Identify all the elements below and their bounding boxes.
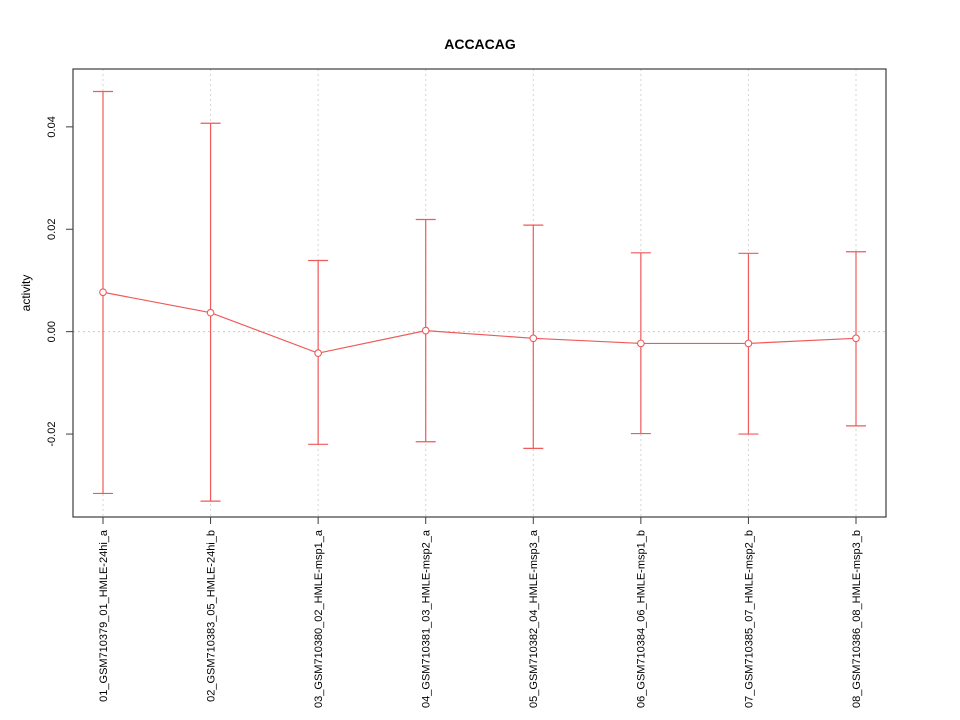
y-axis-label: activity xyxy=(19,275,33,312)
mean-line xyxy=(102,291,857,354)
y-tick-label: -0.02 xyxy=(46,422,58,447)
x-tick-label: 01_GSM710379_01_HMLE-24hi_a xyxy=(98,529,110,702)
mean-point xyxy=(206,308,215,317)
y-tick-label: 0.04 xyxy=(46,116,58,137)
plot-box xyxy=(72,68,887,518)
x-tick-label: 02_GSM710383_05_HMLE-24hi_b xyxy=(205,530,217,702)
mean-point xyxy=(744,339,753,348)
x-tick-label: 03_GSM710380_02_HMLE-msp1_a xyxy=(313,529,325,708)
mean-point xyxy=(314,349,322,358)
mean-point xyxy=(529,334,538,343)
mean-point xyxy=(421,326,430,335)
x-tick-label: 07_GSM710385_07_HMLE-msp2_b xyxy=(743,530,755,708)
y-tick-label: 0.00 xyxy=(46,321,58,342)
x-tick-label: 08_GSM710386_08_HMLE-msp3_b xyxy=(851,530,863,708)
mean-point xyxy=(852,334,860,343)
y-tick-label: 0.02 xyxy=(46,219,58,240)
x-tick-label: 06_GSM710384_06_HMLE-msp1_b xyxy=(636,530,648,708)
mean-point xyxy=(637,339,645,348)
mean-point xyxy=(99,288,107,297)
chart-title: ACCACAG xyxy=(444,36,516,52)
x-tick-label: 04_GSM710381_03_HMLE-msp2_a xyxy=(421,529,433,708)
x-tick-label: 05_GSM710382_04_HMLE-msp3_a xyxy=(528,529,540,708)
chart-render-layer: -0.02 0.00 0.02 0.04 01_GSM710379_01_HMLE-24… xyxy=(46,68,887,708)
